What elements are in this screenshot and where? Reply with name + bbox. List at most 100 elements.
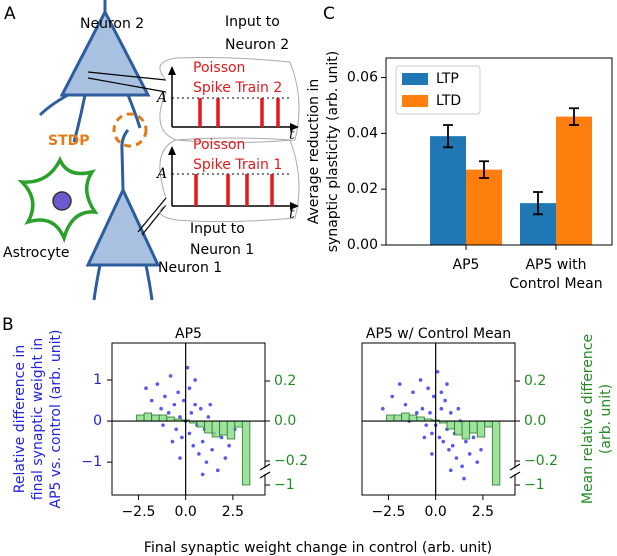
point [390, 394, 395, 399]
diagram: Neuron 2 Neuron 1 Astrocyte STDP Input t… [3, 0, 300, 301]
plot-axis [171, 150, 295, 207]
label: Neuron 2 [225, 37, 289, 53]
error-bar [569, 107, 579, 126]
point [462, 476, 466, 481]
x-tick-label: AP5 with [525, 257, 586, 273]
bar [430, 136, 466, 245]
point [206, 415, 211, 419]
y2-axis-label: Mean relative difference [580, 334, 596, 504]
point [448, 468, 453, 473]
point [161, 423, 165, 427]
error-bar [533, 191, 543, 216]
point [435, 369, 440, 374]
point [431, 394, 436, 399]
label: Input to [225, 14, 280, 30]
point [187, 386, 192, 390]
histogram-bar [166, 416, 175, 422]
point [411, 390, 415, 395]
point [403, 402, 408, 407]
point [414, 411, 419, 415]
point [448, 411, 453, 415]
label: Astrocyte [3, 245, 69, 261]
arrowhead [168, 146, 299, 210]
point [189, 411, 194, 415]
point [181, 398, 186, 403]
point [437, 435, 442, 440]
histogram-bar [484, 420, 493, 428]
y-tick-label: 0.00 [347, 237, 378, 253]
histogram-bar [219, 420, 228, 436]
x-tick-label: Control Mean [509, 276, 602, 292]
x-tick-label: 0.0 [425, 504, 447, 520]
legend-swatch [402, 95, 428, 107]
y-tick-label: 0 [93, 413, 102, 429]
y-tick-label: 0.02 [347, 181, 378, 197]
label: Poisson [193, 60, 245, 76]
y2-tick-label: −1 [524, 477, 545, 493]
histogram-bar [211, 420, 221, 438]
point [193, 402, 197, 407]
histogram-bar [408, 414, 418, 422]
spikes [194, 174, 274, 206]
histogram-bar [226, 420, 236, 440]
y-tick-label: 0.06 [347, 70, 378, 86]
y2-tick-label: −0.2 [274, 453, 308, 469]
point [200, 439, 205, 444]
bar [466, 169, 502, 245]
histogram-bar [454, 420, 463, 436]
point [397, 382, 402, 386]
axis-break [259, 463, 271, 479]
point [204, 460, 209, 464]
nucleus [52, 191, 72, 211]
point [178, 456, 182, 460]
y-tick-label: −1 [81, 454, 102, 470]
axon [120, 129, 130, 191]
label: A [155, 166, 167, 182]
point [450, 443, 455, 448]
point [163, 394, 167, 399]
point [227, 443, 231, 448]
y-axis-label: Average reduction in [306, 79, 322, 225]
histogram-bar [469, 420, 478, 434]
histogram-bar [196, 420, 205, 428]
point [428, 411, 432, 415]
point [210, 448, 214, 452]
y2-tick-label: −1 [274, 477, 295, 493]
label: Poisson [193, 137, 245, 153]
pointer [87, 71, 167, 93]
point [185, 365, 190, 370]
y2-axis-label: (arb. unit) [598, 384, 614, 454]
point [380, 406, 385, 411]
histogram-bar [241, 420, 251, 486]
label: Input to [190, 221, 245, 237]
y-tick-label: 0.04 [347, 125, 378, 141]
point [187, 431, 192, 436]
panel-label: A [4, 4, 16, 24]
point [447, 448, 451, 452]
histogram-bar [393, 414, 403, 422]
point [426, 386, 430, 390]
y-axis-label: synaptic plasticity (arb. unit) [325, 51, 341, 252]
axes-frame [361, 342, 516, 496]
point [430, 431, 434, 436]
y-tick-label: 1 [93, 372, 102, 388]
histogram-bar [461, 420, 471, 440]
dendrite [92, 264, 154, 301]
y2-tick-label: 0.2 [524, 373, 546, 389]
point [223, 456, 228, 460]
point [144, 386, 148, 390]
x-axis-label: Final synaptic weight change in control … [144, 540, 492, 556]
neuron [59, 8, 151, 97]
point [471, 435, 476, 440]
bar [556, 116, 592, 245]
label: Spike Train 2 [193, 80, 282, 96]
point [219, 435, 224, 440]
point [170, 439, 175, 444]
legend-swatch [402, 73, 428, 85]
histogram-bar [476, 420, 486, 438]
synapse [112, 112, 148, 148]
axes-frame [111, 342, 266, 496]
spikes [198, 98, 280, 127]
point [178, 415, 182, 419]
